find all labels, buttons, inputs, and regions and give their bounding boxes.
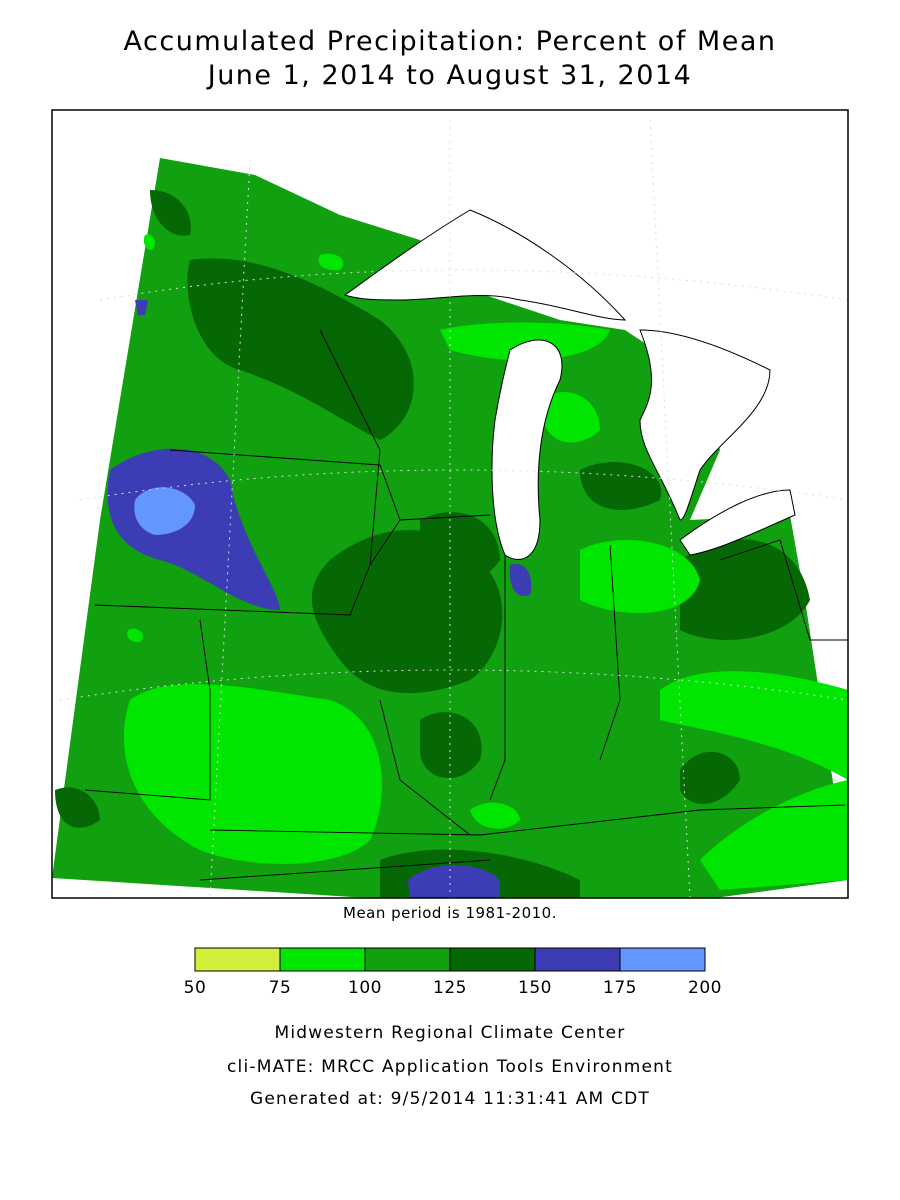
- legend-tick-label: 75: [269, 978, 292, 998]
- legend-tick-label: 50: [184, 978, 207, 998]
- graticule: [59, 119, 848, 898]
- map: [51, 109, 849, 899]
- footer-line: Generated at: 9/5/2014 11:31:41 AM CDT: [250, 1089, 650, 1109]
- legend-tick-label: 200: [688, 978, 722, 998]
- note: Mean period is 1981-2010.: [343, 904, 557, 922]
- legend-swatch: [364, 947, 451, 972]
- map-region: [55, 190, 810, 898]
- map-region: [134, 487, 195, 535]
- legend-swatch: [194, 947, 281, 972]
- lake: [343, 209, 796, 560]
- legend-swatch: [534, 947, 621, 972]
- footer-line: Midwestern Regional Climate Center: [275, 1023, 626, 1043]
- legend-tick-label: 175: [603, 978, 637, 998]
- map-region: [123, 234, 848, 890]
- legend-swatch: [279, 947, 366, 972]
- footer-line: cli-MATE: MRCC Application Tools Environ…: [227, 1057, 673, 1077]
- state-borders: [84, 329, 848, 881]
- legend-tick-label: 150: [518, 978, 552, 998]
- title-line: Accumulated Precipitation: Percent of Me…: [124, 26, 777, 57]
- legend-swatch: [449, 947, 536, 972]
- legend-swatch: [619, 947, 706, 972]
- legend-tick-label: 100: [348, 978, 382, 998]
- legend: 50 75 100 125 150 175 200: [184, 947, 722, 998]
- title-line: June 1, 2014 to August 31, 2014: [206, 60, 693, 91]
- map-frame: [51, 109, 849, 899]
- legend-tick-label: 125: [433, 978, 467, 998]
